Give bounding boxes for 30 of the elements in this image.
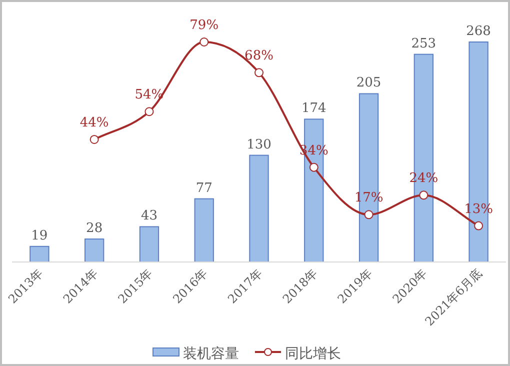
data-label: 17% <box>354 190 384 206</box>
data-label: 43 <box>140 208 158 224</box>
point <box>200 38 209 46</box>
data-label: 174 <box>301 101 326 116</box>
legend-label: 装机容量 <box>183 345 239 361</box>
data-label: 205 <box>356 76 382 91</box>
bar <box>84 238 104 262</box>
data-label: 253 <box>411 36 436 52</box>
data-label: 79% <box>190 18 219 33</box>
data-label: 77 <box>196 180 212 196</box>
point <box>474 221 484 230</box>
point <box>309 162 318 172</box>
point <box>254 68 264 78</box>
legend-label: 同比增长 <box>285 345 341 361</box>
point <box>90 134 99 144</box>
data-label: 24% <box>409 171 438 186</box>
data-label: 44% <box>80 115 109 130</box>
data-label: 268 <box>466 24 491 39</box>
point <box>419 190 428 200</box>
bar <box>139 226 160 262</box>
bar <box>249 154 269 262</box>
data-label: 130 <box>246 137 272 152</box>
data-label: 19 <box>31 228 48 244</box>
data-label: 68% <box>244 48 274 64</box>
point <box>144 107 154 116</box>
bar <box>30 246 50 262</box>
data-label: 13% <box>464 202 494 217</box>
point <box>364 210 374 220</box>
data-label: 28 <box>86 221 103 236</box>
bar <box>194 198 214 262</box>
